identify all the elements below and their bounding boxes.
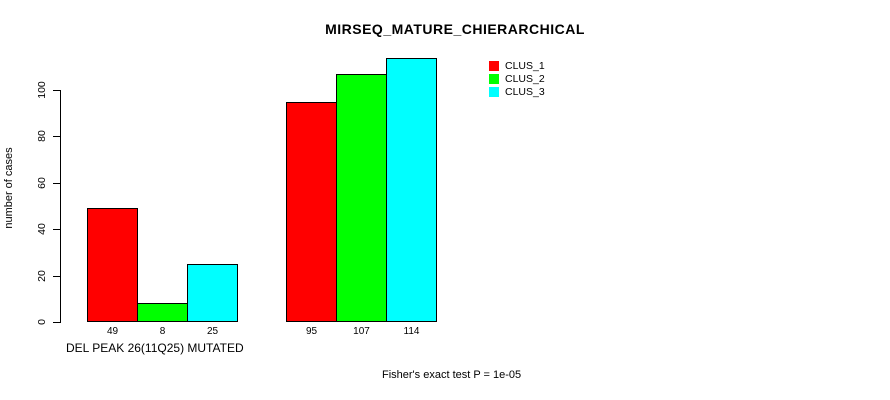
legend-label: CLUS_1	[505, 60, 545, 72]
bar-value-label: 25	[206, 326, 219, 337]
legend-swatch	[489, 74, 499, 84]
y-tick-label: 60	[36, 176, 48, 189]
chart-title: MIRSEQ_MATURE_CHIERARCHICAL	[325, 21, 585, 37]
bar-clus_3-group-1	[187, 264, 238, 322]
bar-clus_1-group-2	[286, 101, 337, 322]
bar-value-label: 95	[305, 326, 318, 337]
y-tick-mark	[53, 182, 60, 184]
legend-item-clus_1: CLUS_1	[489, 61, 545, 71]
legend-label: CLUS_2	[505, 73, 545, 85]
bar-value-label: 49	[106, 326, 119, 337]
y-axis-label: number of cases	[3, 147, 15, 229]
y-tick-label: 80	[36, 130, 48, 143]
legend-swatch	[489, 61, 499, 71]
bar-value-label: 8	[159, 326, 166, 337]
footnote-fisher-test: Fisher's exact test P = 1e-05	[382, 369, 522, 381]
y-axis-line	[60, 90, 61, 323]
legend-label: CLUS_3	[505, 86, 545, 98]
y-tick-mark	[53, 275, 60, 277]
y-tick-mark	[53, 90, 60, 91]
y-tick-label: 100	[36, 81, 48, 99]
y-tick-mark	[53, 136, 60, 138]
bar-clus_2-group-2	[336, 73, 387, 322]
x-axis-label: DEL PEAK 26(11Q25) MUTATED	[66, 341, 244, 355]
y-tick-mark	[53, 229, 60, 231]
legend-swatch	[489, 87, 499, 97]
bar-value-label: 114	[403, 326, 420, 337]
legend-item-clus_3: CLUS_3	[489, 87, 545, 97]
legend-item-clus_2: CLUS_2	[489, 74, 545, 84]
y-tick-label: 40	[36, 223, 48, 236]
bar-clus_3-group-2	[386, 57, 437, 322]
bar-value-label: 107	[353, 326, 370, 337]
y-tick-label: 20	[36, 269, 48, 282]
legend: CLUS_1 CLUS_2 CLUS_3	[489, 61, 545, 100]
bar-clus_1-group-1	[87, 208, 138, 322]
y-tick-label: 0	[36, 319, 48, 325]
bar-clus_2-group-1	[137, 303, 188, 322]
y-tick-mark	[53, 322, 60, 323]
